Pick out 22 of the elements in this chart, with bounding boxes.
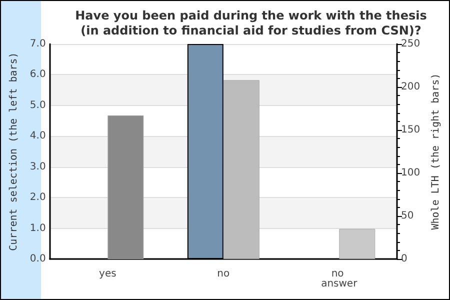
y2-tick-label: 150 (401, 124, 420, 136)
y2-tick-label: 200 (401, 82, 420, 92)
y-tick-label: 0.0 (30, 254, 46, 264)
y-tick-label: 2.0 (30, 192, 46, 204)
bar (108, 115, 144, 259)
bar (339, 228, 376, 259)
y2-tick-label: 250 (401, 38, 420, 50)
x-tick-label: yes (99, 268, 116, 280)
y2-tick-label: 0 (401, 254, 408, 264)
x-tick-label: no (217, 268, 230, 280)
y-tick-label: 7.0 (30, 38, 46, 50)
y-tick-label: 1.0 (30, 222, 46, 234)
y2-tick-label: 100 (401, 168, 420, 178)
y-tick-label: 6.0 (30, 69, 46, 80)
y-tick-label: 3.0 (30, 161, 46, 172)
y-axis-title: Current selection (the left bars) (8, 52, 20, 251)
y2-axis-title: Whole LTH (the right bars) (430, 73, 442, 230)
y-tick-label: 4.0 (30, 130, 46, 142)
chart-title: Have you been paid during the work with the thesis (in addition to financial aid for studies from CSN)? (75, 8, 427, 38)
x-tick-label: no answer (321, 268, 358, 290)
y-tick-label: 5.0 (30, 100, 46, 111)
y2-tick-label: 50 (401, 210, 414, 222)
